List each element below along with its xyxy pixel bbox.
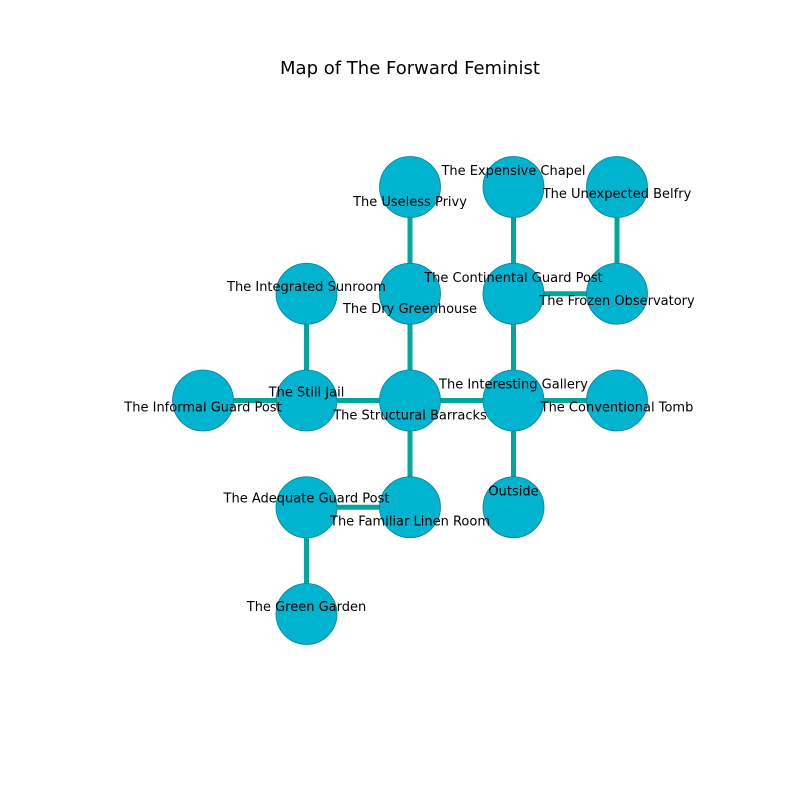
- room-label-conventional-tomb: The Conventional Tomb: [540, 401, 694, 416]
- room-node-frozen-observatory: [586, 262, 648, 325]
- room-label-frozen-observatory: The Frozen Observatory: [538, 294, 695, 309]
- room-node-expensive-chapel: [482, 156, 545, 218]
- room-label-expensive-chapel: The Expensive Chapel: [440, 164, 585, 179]
- room-node-continental-guard-post: [482, 262, 545, 325]
- room-label-dry-greenhouse: The Dry Greenhouse: [342, 302, 477, 317]
- room-node-integrated-sunroom: [275, 262, 338, 325]
- room-node-structural-barracks: [379, 369, 441, 432]
- room-label-still-jail: The Still Jail: [268, 386, 345, 401]
- room-node-useless-privy: [379, 156, 441, 218]
- room-label-informal-guard-post: The Informal Guard Post: [123, 401, 281, 416]
- room-node-informal-guard-post: [172, 369, 234, 432]
- room-node-conventional-tomb: [586, 369, 648, 432]
- room-label-continental-guard-post: The Continental Guard Post: [423, 271, 603, 286]
- rooms-layer: [172, 156, 648, 645]
- room-label-adequate-guard-post: The Adequate Guard Post: [223, 491, 390, 506]
- room-label-green-garden: The Green Garden: [246, 600, 366, 615]
- room-node-unexpected-belfry: [586, 156, 648, 218]
- room-node-outside: [482, 476, 545, 539]
- room-node-dry-greenhouse: [379, 262, 441, 325]
- room-label-useless-privy: The Useless Privy: [352, 195, 467, 210]
- room-node-familiar-linen-room: [379, 476, 441, 539]
- room-node-interesting-gallery: [482, 369, 545, 432]
- room-label-structural-barracks: The Structural Barracks: [332, 409, 487, 424]
- room-node-still-jail: [275, 369, 338, 432]
- room-label-unexpected-belfry: The Unexpected Belfry: [542, 187, 692, 202]
- room-node-green-garden: [275, 583, 338, 645]
- room-label-outside: Outside: [488, 484, 538, 499]
- map-title: Map of The Forward Feminist: [280, 58, 540, 79]
- room-node-adequate-guard-post: [275, 476, 338, 539]
- room-label-familiar-linen-room: The Familiar Linen Room: [329, 514, 490, 529]
- room-label-integrated-sunroom: The Integrated Sunroom: [226, 280, 386, 295]
- room-label-interesting-gallery: The Interesting Gallery: [438, 378, 588, 393]
- labels-layer: The Useless Privy The Expensive Chapel The…: [123, 164, 695, 615]
